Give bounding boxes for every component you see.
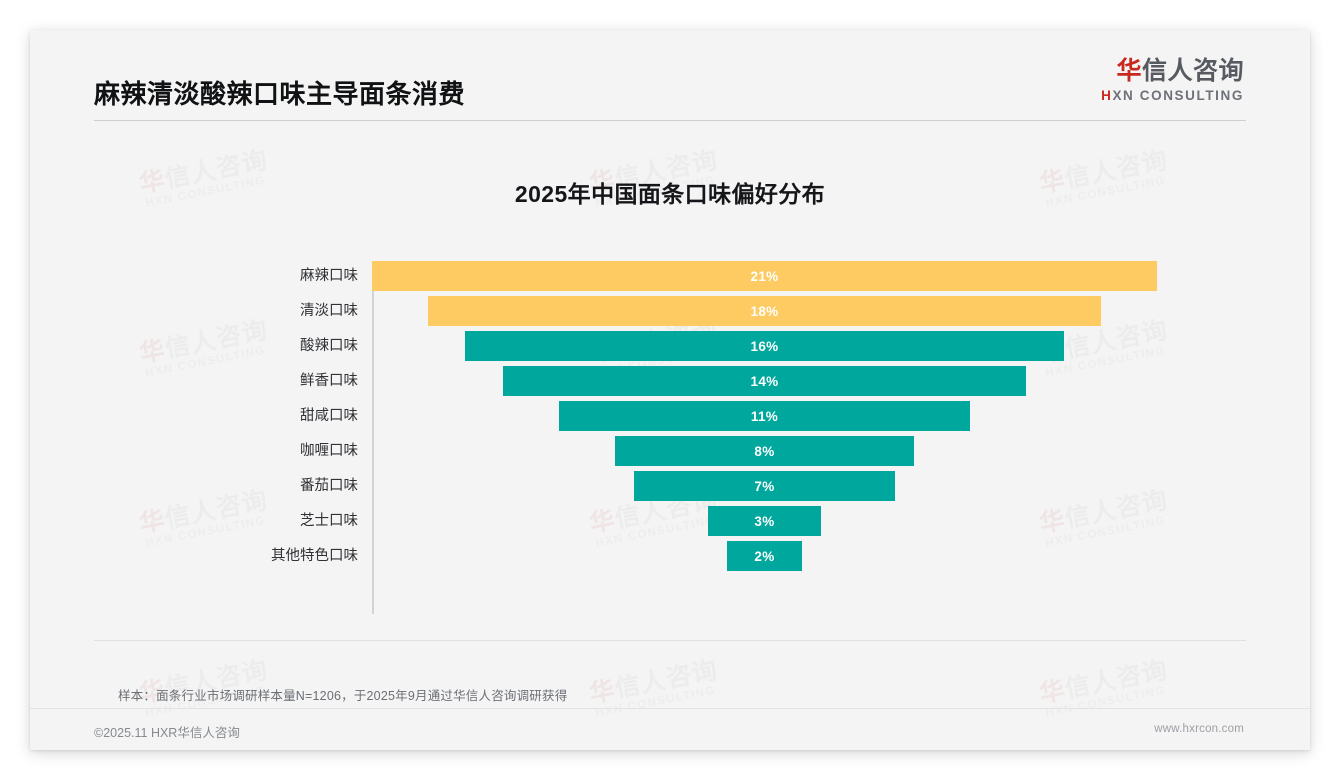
bar-category-label: 其他特色口味 bbox=[271, 548, 358, 564]
bar-row: 甜咸口味 11% bbox=[100, 401, 1230, 431]
bar-category-label: 清淡口味 bbox=[300, 303, 358, 319]
bar-category-label: 芝士口味 bbox=[300, 513, 358, 529]
slide-header: 麻辣清淡酸辣口味主导面条消费 华信人咨询 HXN CONSULTING bbox=[30, 30, 1310, 121]
bar-category-label: 麻辣口味 bbox=[300, 268, 358, 284]
brand-en-rest: XN CONSULTING bbox=[1112, 88, 1244, 103]
bar-category-label: 咖喱口味 bbox=[300, 443, 358, 459]
bar-segment[interactable]: 7% bbox=[633, 471, 896, 501]
bar-category-label: 甜咸口味 bbox=[300, 408, 358, 424]
funnel-bar-chart: 麻辣口味 21% 清淡口味 18% 酸辣口味 16% 鲜香口味 14% 甜咸口味 11% 咖喱口味 8… bbox=[100, 261, 1230, 626]
bar-segment[interactable]: 3% bbox=[708, 506, 821, 536]
bar-segment[interactable]: 16% bbox=[465, 331, 1064, 361]
brand-name-rest: 信人咨询 bbox=[1141, 57, 1244, 85]
bar-segment[interactable]: 14% bbox=[502, 366, 1027, 396]
bar-row: 鲜香口味 14% bbox=[100, 366, 1230, 396]
note-divider bbox=[94, 640, 1246, 641]
bar-value-label: 18% bbox=[750, 303, 779, 319]
bar-value-label: 16% bbox=[750, 338, 779, 354]
header-divider bbox=[94, 120, 1246, 121]
bar-segment[interactable]: 21% bbox=[372, 261, 1157, 291]
slide-card: 华信人咨询 HXN CONSULTING 华信人咨询 HXN CONSULTING 华信… bbox=[30, 30, 1310, 750]
chart-area: 2025年中国面条口味偏好分布 麻辣口味 21% 清淡口味 18% 酸辣口味 16% 鲜香口… bbox=[30, 121, 1310, 681]
bar-value-label: 7% bbox=[754, 478, 775, 494]
bar-row: 清淡口味 18% bbox=[100, 296, 1230, 326]
bar-value-label: 14% bbox=[750, 373, 779, 389]
brand-char-hua: 华 bbox=[1116, 57, 1142, 85]
brand-name-en: HXN CONSULTING bbox=[1101, 88, 1244, 103]
bar-row: 芝士口味 3% bbox=[100, 506, 1230, 536]
bar-segment[interactable]: 18% bbox=[428, 296, 1101, 326]
bar-row: 咖喱口味 8% bbox=[100, 436, 1230, 466]
bar-value-label: 21% bbox=[750, 268, 779, 284]
brand-name-cn: 华信人咨询 bbox=[1101, 58, 1244, 85]
bar-segment[interactable]: 11% bbox=[558, 401, 971, 431]
brand-en-initial: H bbox=[1101, 88, 1113, 103]
bar-value-label: 8% bbox=[754, 443, 775, 459]
bar-segment[interactable]: 8% bbox=[614, 436, 915, 466]
bar-category-label: 鲜香口味 bbox=[300, 373, 358, 389]
brand-logo: 华信人咨询 HXN CONSULTING bbox=[1101, 58, 1244, 104]
slide-footer: ©2025.11 HXR华信人咨询 www.hxrcon.com bbox=[30, 708, 1310, 750]
copyright-text: ©2025.11 HXR华信人咨询 bbox=[94, 726, 240, 740]
bar-segment[interactable]: 2% bbox=[727, 541, 802, 571]
bar-value-label: 2% bbox=[754, 548, 775, 564]
bar-value-label: 3% bbox=[754, 513, 775, 529]
bar-row: 麻辣口味 21% bbox=[100, 261, 1230, 291]
bar-row: 番茄口味 7% bbox=[100, 471, 1230, 501]
bar-row: 酸辣口味 16% bbox=[100, 331, 1230, 361]
bar-value-label: 11% bbox=[750, 408, 779, 424]
bar-row: 其他特色口味 2% bbox=[100, 541, 1230, 571]
category-axis-line bbox=[372, 261, 374, 614]
sample-note: 样本：面条行业市场调研样本量N=1206，于2025年9月通过华信人咨询调研获得 bbox=[118, 689, 568, 703]
chart-title: 2025年中国面条口味偏好分布 bbox=[514, 181, 826, 207]
website-link[interactable]: www.hxrcon.com bbox=[1154, 723, 1244, 735]
bar-category-label: 番茄口味 bbox=[300, 478, 358, 494]
bar-category-label: 酸辣口味 bbox=[300, 338, 358, 354]
page-title: 麻辣清淡酸辣口味主导面条消费 bbox=[94, 79, 466, 109]
